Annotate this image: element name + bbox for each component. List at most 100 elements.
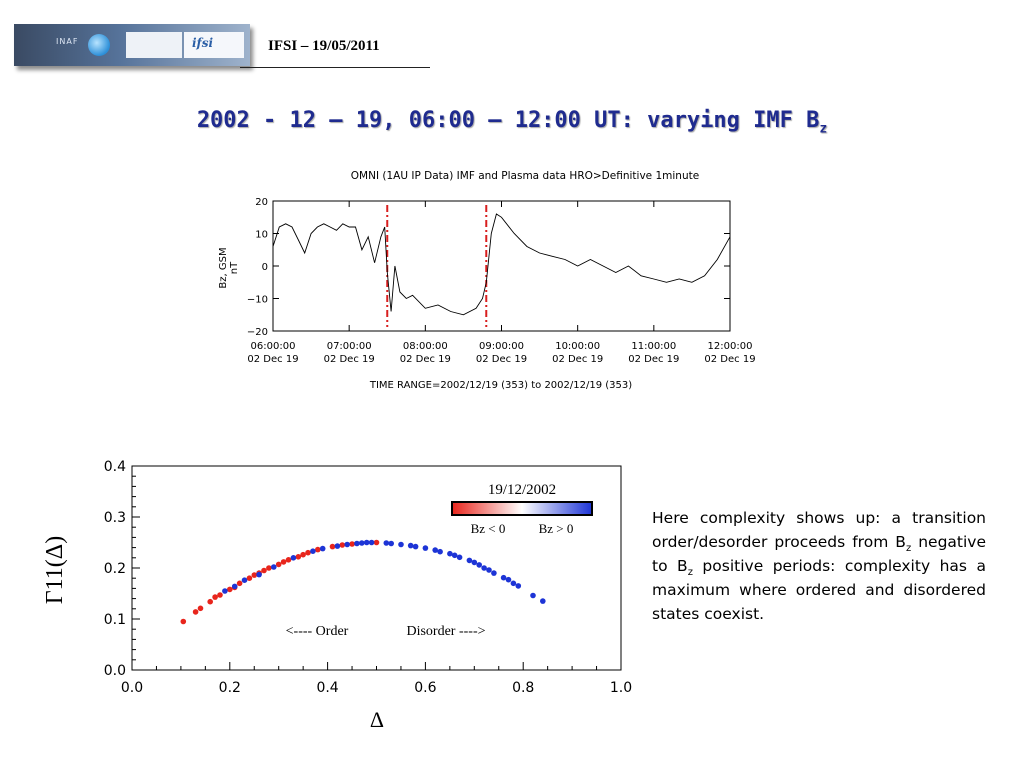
bz-negative-point	[212, 594, 218, 600]
description-subscript-1: z	[905, 543, 912, 555]
gamma-ytick-label: 0.3	[104, 510, 126, 526]
bz-negative-point	[227, 586, 233, 593]
bz-series-line	[272, 213, 731, 316]
omni-xtick-time: 09:00:00	[479, 341, 524, 352]
bz-positive-point	[491, 570, 497, 576]
slide-title-text: 2002 - 12 – 19, 06:00 – 12:00 UT: varyin…	[196, 108, 820, 133]
bz-negative-point	[305, 549, 311, 556]
disorder-annotation: Disorder ---->	[406, 624, 485, 639]
gamma-xtick-label: 0.0	[121, 680, 143, 696]
bz-positive-point	[368, 539, 375, 546]
bz-negative-point	[315, 546, 321, 553]
gamma-ytick-label: 0.0	[104, 663, 126, 679]
description-text-3: positive periods: complexity has a maxim…	[652, 557, 986, 623]
omni-xtick-time: 10:00:00	[555, 341, 600, 352]
gamma-xlabel: Δ	[370, 707, 384, 732]
gamma-ytick-label: 0.4	[104, 459, 126, 475]
complexity-description: Here complexity shows up: a transition o…	[652, 506, 986, 626]
bz-negative-point	[261, 567, 267, 574]
omni-ytick-label: 0	[262, 262, 268, 273]
omni-xtick-date: 02 Dec 19	[476, 354, 527, 365]
omni-xtick-time: 07:00:00	[327, 341, 372, 352]
bz-positive-point	[398, 541, 404, 548]
globe-icon	[88, 34, 110, 56]
omni-xtick-time: 11:00:00	[631, 341, 676, 352]
bz-negative-point	[280, 559, 287, 565]
bz-positive-point	[530, 592, 536, 599]
gamma-chart-title: 19/12/2002	[488, 482, 556, 498]
bz-positive-point	[388, 540, 395, 547]
bz-negative-point	[192, 609, 199, 615]
bz-positive-point	[510, 580, 517, 587]
bz-positive-point	[412, 543, 419, 550]
description-text-2: negative to B	[652, 533, 987, 575]
header-divider	[240, 67, 430, 68]
bz-positive-point	[241, 577, 248, 583]
inaf-card	[126, 32, 182, 58]
header-title: IFSI – 19/05/2011	[268, 38, 380, 54]
gamma-ylabel: Γ11(Δ)	[42, 536, 68, 604]
omni-xtick-time: 12:00:00	[708, 341, 753, 352]
bz-positive-point	[383, 540, 390, 546]
omni-xtick-date: 02 Dec 19	[324, 354, 375, 365]
bz-positive-point	[486, 567, 492, 573]
omni-ytick-label: −10	[247, 295, 268, 306]
omni-ytick-label: −20	[247, 327, 268, 338]
bz-positive-point	[476, 562, 483, 568]
bz-positive-point	[447, 550, 453, 557]
bz-positive-point	[334, 543, 341, 549]
description-subscript-2: z	[687, 567, 693, 579]
bz-negative-point	[197, 605, 204, 612]
bz-negative-point	[285, 557, 292, 563]
gamma-ytick-label: 0.2	[104, 561, 126, 577]
bz-negative-point	[329, 543, 336, 550]
bz-positive-point	[505, 576, 512, 583]
bz-positive-point	[231, 583, 238, 590]
omni-ytick-label: 10	[255, 230, 268, 241]
omni-chart-title: OMNI (1AU IP Data) IMF and Plasma data H…	[351, 170, 699, 182]
institution-banner: INAF ifsi	[14, 24, 250, 66]
bz-negative-point	[275, 561, 282, 568]
bz-positive-point	[354, 540, 360, 547]
bz-positive-point	[222, 588, 228, 594]
bz-positive-point	[451, 552, 458, 559]
omni-xtick-date: 02 Dec 19	[400, 354, 451, 365]
order-annotation: <---- Order	[286, 624, 349, 639]
gamma-ytick-label: 0.1	[104, 612, 126, 628]
bz-positive-point	[481, 565, 487, 571]
ifsi-card	[184, 32, 244, 58]
gamma-xtick-label: 0.4	[316, 680, 338, 696]
bz-positive-point	[437, 548, 443, 555]
bz-positive-point	[456, 554, 463, 561]
bz-negative-point	[251, 572, 258, 578]
gamma-xtick-label: 0.6	[414, 680, 436, 696]
description-text-1: Here complexity shows up: a transition o…	[652, 509, 986, 551]
slide-title: 2002 - 12 – 19, 06:00 – 12:00 UT: varyin…	[0, 108, 1024, 136]
ifsi-logo: ifsi	[192, 36, 214, 50]
gamma-xtick-label: 1.0	[610, 680, 632, 696]
bz-positive-point	[500, 574, 507, 581]
bz-negative-point	[339, 542, 346, 548]
bz-positive-point	[290, 555, 297, 561]
bz-positive-point	[359, 540, 365, 546]
colorbar-label-negative: Bz < 0	[471, 521, 506, 536]
omni-xtick-date: 02 Dec 19	[552, 354, 603, 365]
bz-positive-point	[422, 545, 429, 551]
omni-xtick-date: 02 Dec 19	[247, 354, 298, 365]
omni-time-range: TIME RANGE=2002/12/19 (353) to 2002/12/1…	[369, 380, 632, 391]
omni-xtick-time: 06:00:00	[251, 341, 296, 352]
omni-yunit: nT	[229, 261, 240, 274]
bz-negative-point	[373, 539, 380, 546]
bz-positive-point	[363, 539, 370, 546]
omni-ylabel: Bz, GSM	[218, 247, 229, 288]
inaf-logo: INAF	[56, 37, 79, 46]
bz-positive-point	[432, 547, 439, 553]
bz-positive-point	[271, 564, 277, 570]
bz-positive-point	[344, 541, 351, 548]
bz-positive-point	[540, 598, 546, 604]
bz-positive-point	[319, 545, 326, 552]
bz-colorbar	[451, 501, 593, 516]
bz-negative-point	[246, 575, 253, 581]
